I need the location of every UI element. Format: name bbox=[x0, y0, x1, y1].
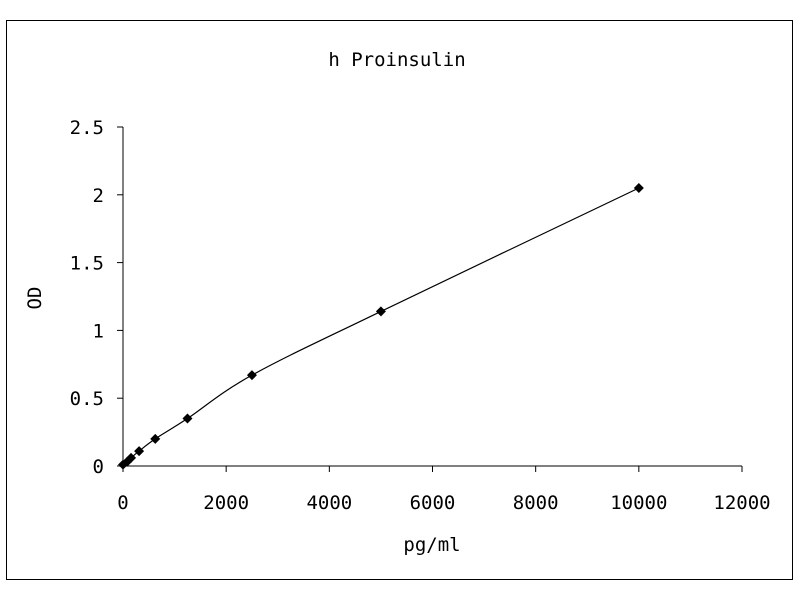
trend-line bbox=[122, 187, 640, 466]
x-ticks: 0 2000 4000 6000 8000 10000 12000 bbox=[117, 466, 771, 514]
x-tick-label: 0 bbox=[117, 492, 128, 514]
data-point bbox=[126, 452, 137, 463]
chart-frame bbox=[6, 20, 793, 580]
data-markers bbox=[118, 183, 644, 470]
axes bbox=[122, 127, 742, 467]
y-tick-label: 1 bbox=[93, 320, 104, 342]
y-tick-label: 2 bbox=[93, 185, 104, 207]
data-point bbox=[182, 413, 193, 424]
data-point bbox=[375, 306, 386, 317]
y-ticks: 0 0.5 1 1.5 2 2.5 bbox=[70, 117, 123, 478]
x-tick-label: 8000 bbox=[513, 492, 559, 514]
x-tick-label: 4000 bbox=[306, 492, 352, 514]
y-tick-label: 0 bbox=[93, 456, 104, 478]
y-tick-label: 1.5 bbox=[70, 253, 104, 275]
data-point bbox=[134, 446, 145, 457]
x-tick-label: 12000 bbox=[713, 492, 770, 514]
x-axis-title: pg/ml bbox=[403, 534, 460, 556]
y-axis-title: OD bbox=[24, 287, 46, 310]
x-tick-label: 10000 bbox=[610, 492, 667, 514]
data-point bbox=[633, 183, 644, 194]
data-point bbox=[150, 433, 161, 444]
x-tick-label: 6000 bbox=[410, 492, 456, 514]
chart-title: h Proinsulin bbox=[328, 49, 465, 71]
y-tick-label: 0.5 bbox=[70, 388, 104, 410]
data-point bbox=[246, 370, 257, 381]
x-tick-label: 2000 bbox=[203, 492, 249, 514]
y-tick-label: 2.5 bbox=[70, 117, 104, 139]
